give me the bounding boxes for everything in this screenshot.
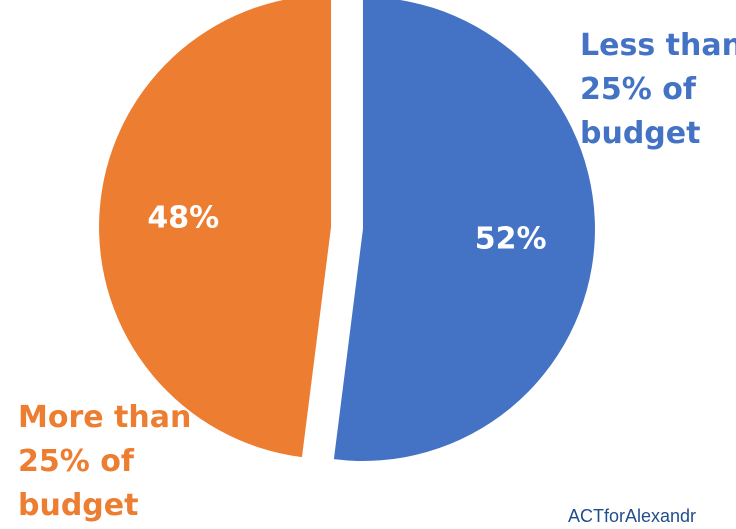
category-label-less-than-25: Less than 25% of budget — [580, 24, 736, 156]
category-label-line: More than — [18, 400, 192, 435]
category-label-line: 25% of — [18, 444, 134, 479]
data-label-0: 52% — [475, 221, 547, 256]
pie-slice-1 — [99, 0, 332, 458]
watermark-text: ACTforAlexandr — [568, 506, 697, 526]
pie-slice-0 — [333, 0, 595, 461]
category-label-line: budget — [580, 116, 701, 151]
category-label-more-than-25: More than 25% of budget — [18, 396, 191, 528]
category-label-line: Less than — [580, 28, 736, 63]
category-label-line: budget — [18, 488, 139, 523]
category-label-line: 25% of — [580, 72, 696, 107]
data-label-1: 48% — [147, 201, 219, 236]
